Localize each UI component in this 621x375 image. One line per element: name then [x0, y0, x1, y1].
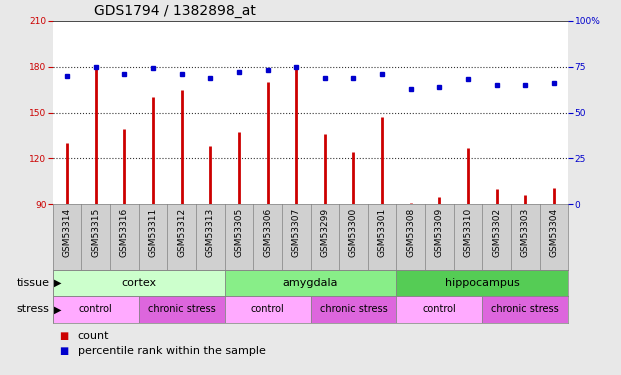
Text: tissue: tissue	[17, 278, 50, 288]
Text: GSM53314: GSM53314	[63, 208, 71, 257]
Text: GSM53309: GSM53309	[435, 208, 444, 257]
Bar	[225, 296, 310, 322]
Text: GSM53307: GSM53307	[292, 208, 301, 257]
Text: GSM53301: GSM53301	[378, 208, 387, 257]
Bar	[310, 296, 396, 322]
Text: GSM53304: GSM53304	[550, 208, 558, 257]
Bar	[483, 296, 568, 322]
Text: GSM53308: GSM53308	[406, 208, 415, 257]
Text: GSM53302: GSM53302	[492, 208, 501, 257]
Text: GSM53310: GSM53310	[463, 208, 473, 257]
Text: control: control	[422, 304, 456, 314]
Text: ▶: ▶	[54, 304, 61, 314]
Text: GSM53305: GSM53305	[234, 208, 243, 257]
Text: chronic stress: chronic stress	[148, 304, 215, 314]
Text: cortex: cortex	[121, 278, 156, 288]
Text: GSM53313: GSM53313	[206, 208, 215, 257]
Bar	[138, 296, 225, 322]
Bar	[53, 296, 138, 322]
Text: GSM53316: GSM53316	[120, 208, 129, 257]
Text: GSM53315: GSM53315	[91, 208, 100, 257]
Bar	[225, 270, 396, 296]
Text: chronic stress: chronic stress	[491, 304, 559, 314]
Text: GSM53312: GSM53312	[177, 208, 186, 257]
Bar	[53, 270, 225, 296]
Text: GSM53299: GSM53299	[320, 208, 329, 257]
Text: ■: ■	[59, 346, 68, 355]
Text: GSM53306: GSM53306	[263, 208, 272, 257]
Text: GSM53303: GSM53303	[521, 208, 530, 257]
Text: control: control	[79, 304, 112, 314]
Text: amygdala: amygdala	[283, 278, 338, 288]
Text: control: control	[251, 304, 284, 314]
Text: GDS1794 / 1382898_at: GDS1794 / 1382898_at	[94, 4, 256, 18]
Bar	[396, 270, 568, 296]
Text: GSM53300: GSM53300	[349, 208, 358, 257]
Text: percentile rank within the sample: percentile rank within the sample	[78, 346, 266, 355]
Bar	[396, 296, 483, 322]
Text: chronic stress: chronic stress	[320, 304, 388, 314]
Text: hippocampus: hippocampus	[445, 278, 520, 288]
Text: stress: stress	[17, 304, 50, 314]
Text: ■: ■	[59, 331, 68, 340]
Text: count: count	[78, 331, 109, 340]
Text: GSM53311: GSM53311	[148, 208, 158, 257]
Text: ▶: ▶	[54, 278, 61, 288]
